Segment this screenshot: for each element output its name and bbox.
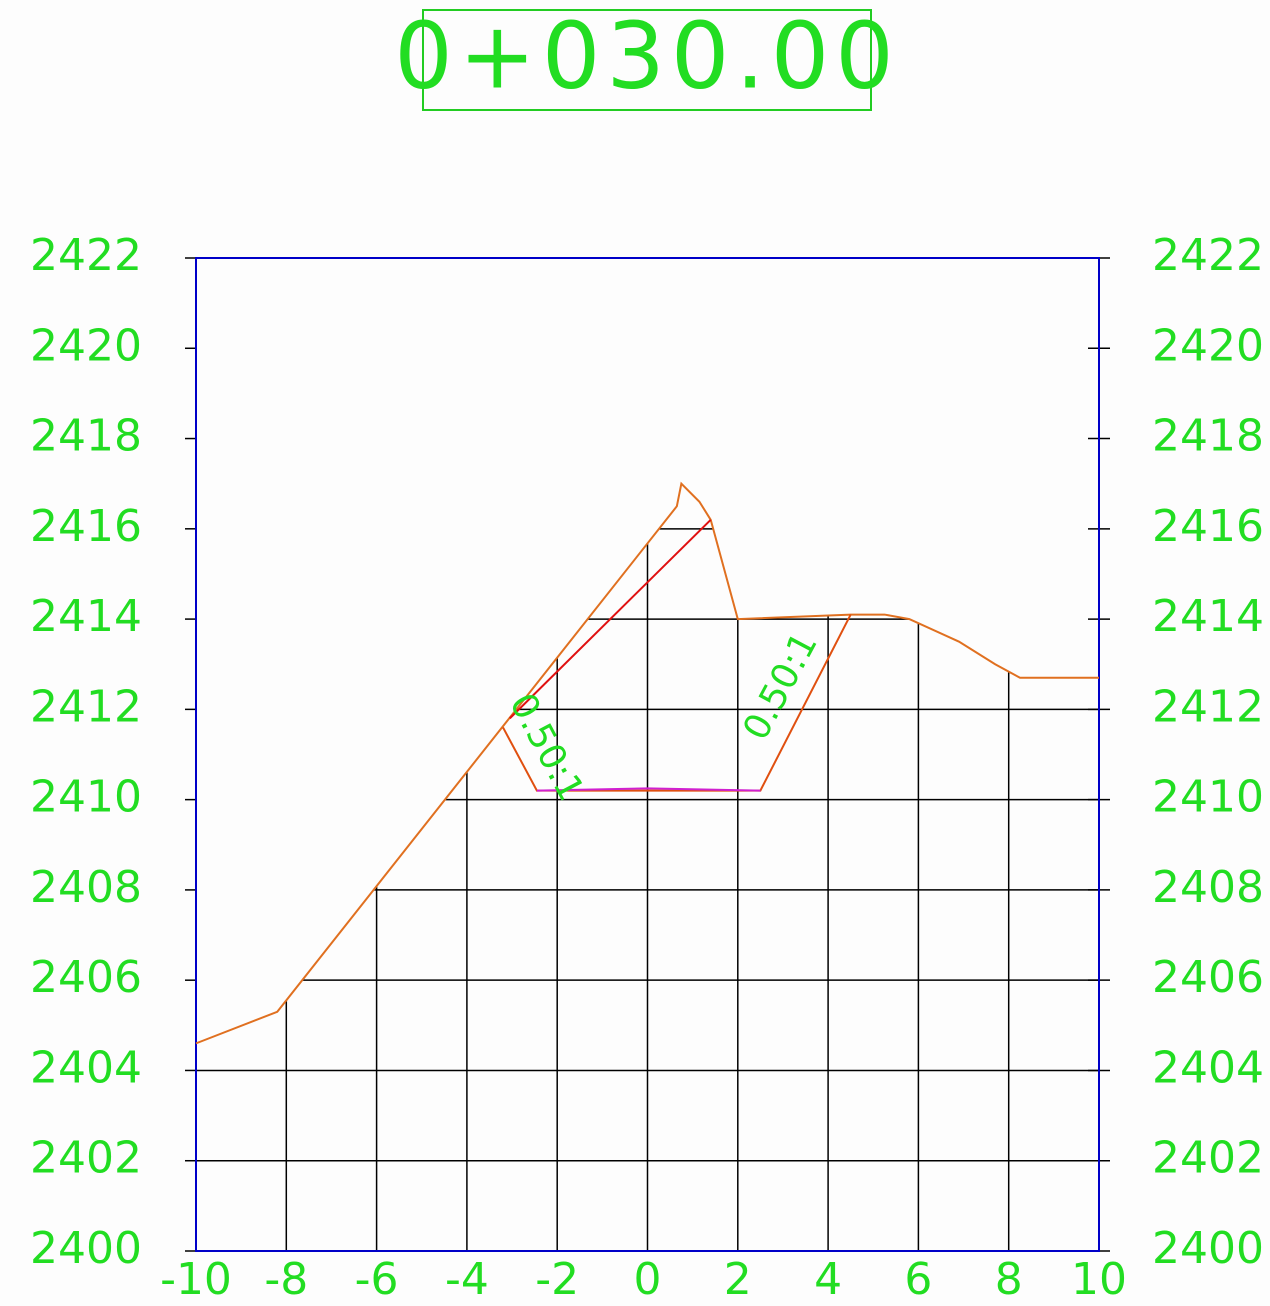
line — [536, 787, 761, 792]
y2-tick-label: 2420 — [1152, 320, 1264, 371]
x-tick-label: 2 — [724, 1254, 752, 1305]
line — [502, 614, 852, 792]
y-tick-label: 2404 — [30, 1042, 142, 1093]
y2-tick-label: 2410 — [1152, 772, 1264, 823]
y-tick-label: 2416 — [30, 501, 142, 552]
y2-tick-label: 2402 — [1152, 1133, 1264, 1184]
y2-tick-label: 2406 — [1152, 952, 1264, 1003]
y-tick-label: 2414 — [30, 591, 142, 642]
y-tick-label: 2406 — [30, 952, 142, 1003]
chart-title: 0+030.00 — [394, 2, 900, 109]
title-box — [422, 9, 872, 111]
x-tick-label: -8 — [264, 1254, 308, 1305]
grid — [196, 483, 1099, 1251]
line — [509, 519, 712, 720]
frame — [195, 257, 1100, 1252]
y-tick-label: 2412 — [30, 681, 142, 732]
y2-tick-label: 2414 — [1152, 591, 1264, 642]
y2-tick-label: 2422 — [1152, 230, 1264, 281]
y-tick-label: 2402 — [30, 1133, 142, 1184]
y-tick-label: 2400 — [30, 1223, 142, 1274]
y2-tick-label: 2404 — [1152, 1042, 1264, 1093]
y-tick-label: 2408 — [30, 862, 142, 913]
x-tick-label: -4 — [445, 1254, 489, 1305]
x-tick-label: 6 — [904, 1254, 932, 1305]
x-tick-label: 0 — [634, 1254, 662, 1305]
y2-tick-label: 2400 — [1152, 1223, 1264, 1274]
x-tick-label: -10 — [160, 1254, 232, 1305]
x-tick-label: -2 — [535, 1254, 579, 1305]
slope-label: 0.50:1 — [736, 626, 826, 747]
y2-tick-label: 2408 — [1152, 862, 1264, 913]
x-tick-label: 4 — [814, 1254, 842, 1305]
y-tick-label: 2418 — [30, 411, 142, 462]
x-tick-label: 8 — [995, 1254, 1023, 1305]
line — [195, 481, 1099, 1045]
y2-tick-label: 2416 — [1152, 501, 1264, 552]
y-tick-label: 2422 — [30, 230, 142, 281]
y2-tick-label: 2418 — [1152, 411, 1264, 462]
x-tick-label: -6 — [355, 1254, 399, 1305]
y-tick-label: 2420 — [30, 320, 142, 371]
y-tick-label: 2410 — [30, 772, 142, 823]
x-tick-label: 10 — [1071, 1254, 1127, 1305]
y2-tick-label: 2412 — [1152, 681, 1264, 732]
